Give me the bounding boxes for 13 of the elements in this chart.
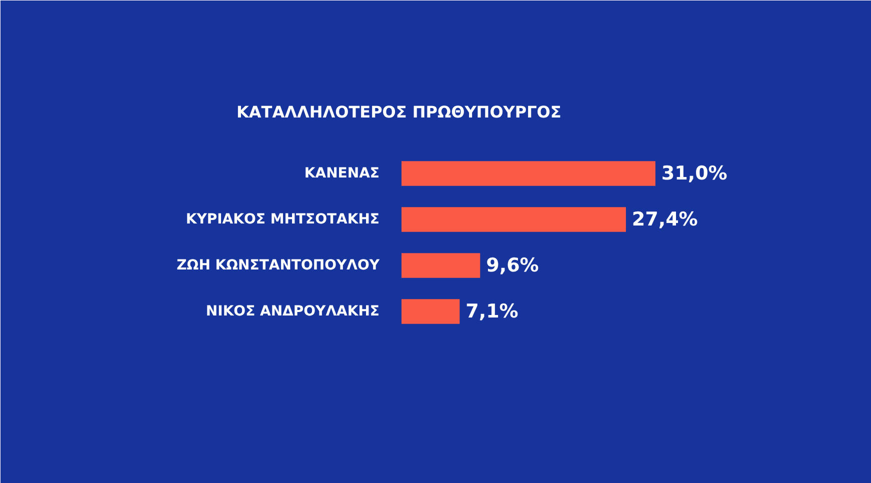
chart-title: ΚΑΤΑΛΛΗΛΟΤΕΡΟΣ ΠΡΩΘΥΠΟΥΡΓΟΣ (236, 102, 562, 122)
y-tick-label: ΚΥΡΙΑΚΟΣ ΜΗΤΣΟΤΑΚΗΣ (186, 212, 380, 228)
bar (402, 207, 626, 232)
y-tick-label: ΚΑΝΕΝΑΣ (304, 166, 380, 182)
data-label: 9,6% (486, 254, 539, 276)
y-tick-label: ΝΙΚΟΣ ΑΝΔΡΟΥΛΑΚΗΣ (206, 304, 380, 320)
data-label: 31,0% (661, 162, 728, 184)
bar (402, 299, 460, 324)
data-label: 7,1% (466, 300, 518, 322)
bar (402, 161, 656, 186)
data-label: 27,4% (632, 208, 698, 230)
bar (402, 253, 480, 278)
y-tick-label: ΖΩΗ ΚΩΝΣΤΑΝΤΟΠΟΥΛΟΥ (176, 258, 380, 274)
